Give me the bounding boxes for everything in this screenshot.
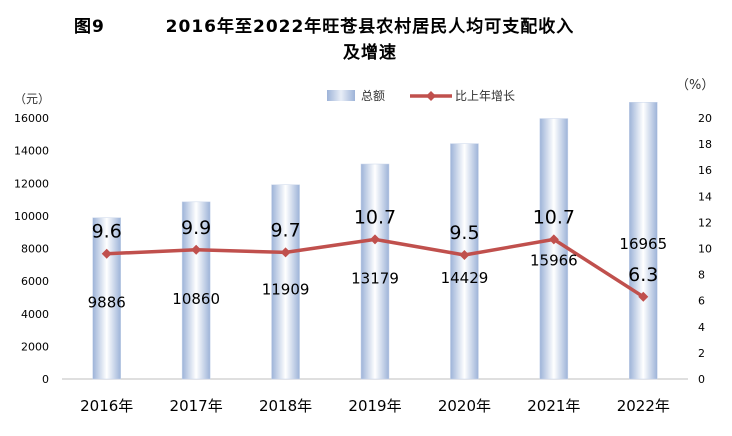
y-right-tick-label: 8	[698, 269, 705, 282]
y-right-tick-label: 6	[698, 295, 705, 308]
y-left-tick-label: 12000	[14, 177, 49, 190]
line-point	[459, 250, 470, 261]
y-right-tick-label: 16	[698, 164, 712, 177]
line-point	[101, 248, 112, 259]
y-left-unit-label: （元）	[14, 92, 50, 106]
line-data-label: 9.9	[181, 217, 211, 239]
x-tick-label: 2018年	[259, 397, 312, 415]
figure-number: 图9	[74, 17, 105, 37]
line-point	[370, 234, 380, 245]
legend-bar-swatch	[327, 90, 355, 101]
x-tick-label: 2021年	[527, 397, 580, 415]
line-data-label: 9.6	[92, 221, 122, 243]
bar	[271, 184, 300, 380]
x-tick-label: 2017年	[170, 397, 223, 415]
y-left-tick-label: 16000	[14, 112, 49, 125]
y-right-tick-label: 18	[698, 138, 712, 151]
y-left-tick-label: 2000	[21, 340, 49, 353]
line-point	[191, 244, 202, 255]
bar	[629, 102, 658, 380]
bar-data-label: 11909	[262, 280, 310, 298]
x-tick-label: 2020年	[438, 397, 491, 415]
bar	[450, 143, 479, 380]
y-left-tick-label: 6000	[21, 275, 49, 288]
y-left-tick-label: 10000	[14, 210, 49, 223]
chart-title-line1: 2016年至2022年旺苍县农村居民人均可支配收入	[165, 17, 575, 37]
y-right-tick-label: 0	[698, 373, 705, 386]
x-tick-label: 2016年	[80, 397, 133, 415]
y-right-unit-label: （%）	[676, 78, 714, 93]
y-right-tick-label: 20	[698, 112, 712, 125]
y-right-tick-label: 4	[698, 321, 705, 334]
y-right-tick-label: 12	[698, 216, 712, 229]
chart-title-line2: 及增速	[343, 43, 397, 63]
line-point	[638, 291, 649, 302]
y-left-tick-label: 0	[42, 373, 49, 386]
bar	[539, 118, 569, 380]
bar-data-label: 14429	[441, 269, 489, 287]
legend-line-marker	[426, 91, 436, 101]
bar-data-label: 10860	[172, 290, 220, 308]
line-data-label: 10.7	[533, 206, 575, 228]
bar	[360, 163, 390, 380]
bar-data-label: 16965	[619, 235, 667, 253]
y-left-tick-label: 8000	[21, 243, 49, 256]
y-left-tick-label: 4000	[21, 308, 49, 321]
bar	[181, 201, 211, 380]
line-point	[548, 234, 559, 245]
line-point	[280, 247, 291, 258]
x-tick-label: 2022年	[617, 397, 670, 415]
bar-data-label: 15966	[530, 251, 578, 269]
bar-data-label: 9886	[88, 294, 126, 312]
y-right-tick-label: 14	[698, 190, 712, 203]
y-right-tick-label: 2	[698, 347, 705, 360]
bar	[92, 217, 121, 380]
y-left-tick-label: 14000	[14, 145, 49, 158]
line-data-label: 6.3	[628, 264, 658, 286]
chart-title: 图9 2016年至2022年旺苍县农村居民人均可支配收入	[60, 12, 680, 37]
legend-bar-label: 总额	[361, 89, 385, 103]
bar-data-label: 13179	[351, 269, 399, 287]
x-tick-label: 2019年	[348, 397, 401, 415]
line-data-label: 9.7	[270, 219, 300, 241]
line-data-label: 10.7	[354, 206, 396, 228]
legend-line-label: 比上年增长	[455, 89, 515, 103]
line-data-label: 9.5	[449, 222, 479, 244]
y-right-tick-label: 10	[698, 243, 712, 256]
